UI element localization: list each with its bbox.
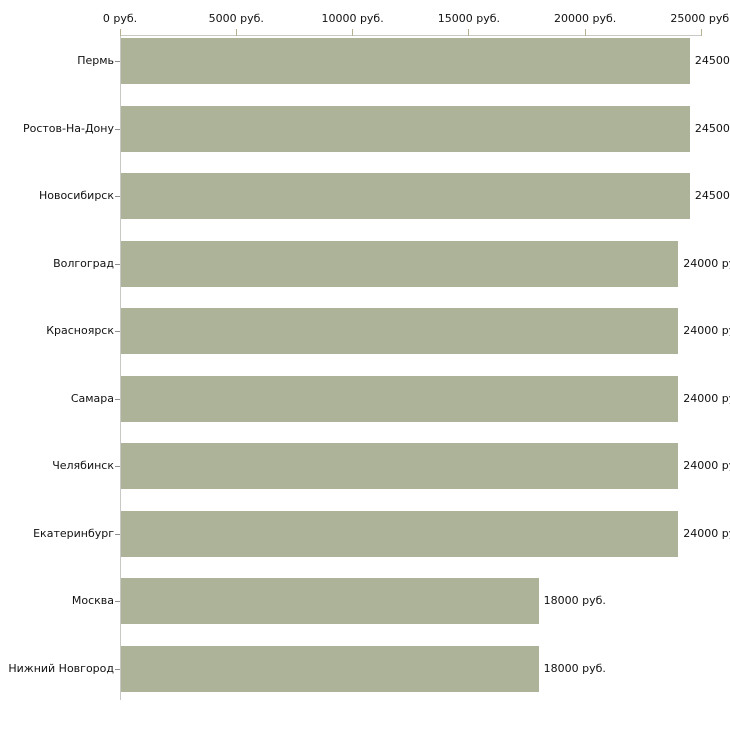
y-axis-tick	[115, 399, 120, 400]
category-label: Ростов-На-Дону	[22, 121, 114, 135]
category-label: Екатеринбург	[33, 526, 114, 540]
bar-10	[121, 645, 539, 692]
bar-2	[121, 105, 690, 152]
x-axis-tick-label: 20000 руб.	[554, 12, 617, 25]
category-label: Красноярск	[46, 324, 114, 337]
value-label: 24000 руб.	[683, 256, 730, 270]
bar-7	[121, 443, 679, 489]
category-label: Москва	[71, 594, 114, 607]
y-axis-tick	[115, 196, 120, 197]
category-label: Новосибирск	[38, 189, 114, 202]
value-label: 24000 руб.	[683, 526, 730, 540]
value-label: 24000 руб.	[683, 324, 730, 337]
bar-9	[121, 578, 539, 624]
category-label: Самара	[70, 391, 114, 405]
x-axis-tick	[235, 29, 237, 36]
x-axis-tick	[352, 29, 354, 36]
bar-6	[121, 375, 679, 422]
x-axis-tick-label: 15000 руб.	[437, 12, 501, 25]
value-label: 24000 руб.	[683, 459, 730, 472]
y-axis-tick	[115, 61, 120, 62]
bar-5	[121, 308, 679, 354]
category-label: Челябинск	[52, 459, 114, 472]
y-axis-line	[120, 35, 121, 700]
category-label: Пермь	[77, 54, 114, 67]
y-axis-tick	[115, 669, 120, 670]
x-axis-tick	[584, 29, 586, 36]
x-axis-tick	[119, 29, 121, 36]
x-axis-line	[120, 35, 702, 36]
x-axis-tick-label: 0 руб.	[102, 12, 138, 25]
x-axis-tick	[701, 29, 702, 36]
value-label: 18000 руб.	[543, 661, 606, 675]
value-label: 24500 руб.	[694, 54, 730, 67]
y-axis-tick	[115, 466, 120, 467]
y-axis-tick	[115, 601, 120, 602]
bar-3	[121, 173, 690, 219]
category-label: Волгоград	[53, 256, 114, 270]
bar-4	[121, 240, 679, 287]
x-axis-tick-label: 25000 руб.	[670, 12, 730, 25]
value-label: 24000 руб.	[683, 391, 730, 405]
value-label: 24500 руб.	[694, 189, 730, 202]
y-axis-tick	[115, 129, 120, 130]
y-axis-tick	[115, 534, 120, 535]
x-axis-tick-label: 10000 руб.	[321, 12, 384, 25]
y-axis-tick	[115, 264, 120, 265]
x-axis-tick-label: 5000 руб.	[208, 12, 264, 25]
category-label: Нижний Новгород	[8, 661, 114, 675]
value-label: 18000 руб.	[543, 594, 606, 607]
x-axis-tick	[468, 29, 470, 36]
value-label: 24500 руб.	[694, 121, 730, 135]
bar-8	[121, 510, 679, 557]
y-axis-tick	[115, 331, 120, 332]
bar-1	[121, 38, 690, 84]
